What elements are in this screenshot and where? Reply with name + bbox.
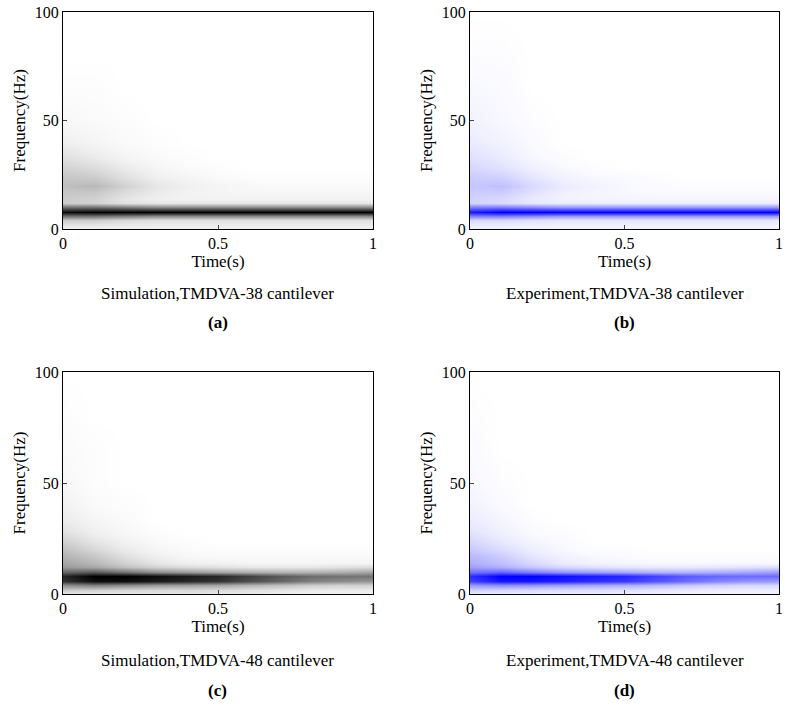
svg-text:0: 0	[458, 586, 466, 603]
svg-text:0.5: 0.5	[208, 235, 228, 252]
svg-text:1: 1	[369, 600, 377, 617]
svg-text:0.5: 0.5	[615, 235, 635, 252]
svg-text:(d): (d)	[614, 681, 635, 700]
svg-text:Time(s): Time(s)	[191, 252, 244, 271]
svg-text:0: 0	[59, 600, 67, 617]
svg-text:0.5: 0.5	[615, 600, 635, 617]
svg-text:Frequency(Hz): Frequency(Hz)	[10, 432, 29, 535]
svg-text:0: 0	[51, 586, 59, 603]
svg-text:1: 1	[775, 600, 783, 617]
svg-text:100: 100	[442, 364, 466, 381]
svg-text:50: 50	[43, 112, 59, 129]
svg-text:Time(s): Time(s)	[598, 617, 651, 636]
svg-text:100: 100	[442, 4, 466, 21]
svg-text:50: 50	[450, 475, 466, 492]
svg-text:Time(s): Time(s)	[598, 252, 651, 271]
svg-text:Simulation,TMDVA-38 cantilever: Simulation,TMDVA-38 cantilever	[101, 284, 334, 303]
svg-text:0: 0	[466, 235, 474, 252]
svg-text:Simulation,TMDVA-48 cantilever: Simulation,TMDVA-48 cantilever	[101, 651, 334, 670]
svg-text:Frequency(Hz): Frequency(Hz)	[10, 69, 29, 172]
svg-text:Time(s): Time(s)	[191, 617, 244, 636]
svg-text:50: 50	[450, 112, 466, 129]
svg-text:1: 1	[775, 235, 783, 252]
svg-text:100: 100	[35, 364, 59, 381]
svg-text:0: 0	[458, 221, 466, 238]
svg-text:0: 0	[466, 600, 474, 617]
svg-text:Frequency(Hz): Frequency(Hz)	[417, 69, 436, 172]
svg-text:0: 0	[51, 221, 59, 238]
svg-text:(a): (a)	[208, 313, 228, 332]
svg-text:Experiment,TMDVA-38 cantilever: Experiment,TMDVA-38 cantilever	[506, 284, 744, 303]
svg-text:Experiment,TMDVA-48 cantilever: Experiment,TMDVA-48 cantilever	[506, 651, 744, 670]
svg-text:100: 100	[35, 4, 59, 21]
svg-text:1: 1	[369, 235, 377, 252]
svg-text:0: 0	[59, 235, 67, 252]
svg-text:50: 50	[43, 475, 59, 492]
svg-text:(c): (c)	[208, 681, 227, 700]
svg-text:Frequency(Hz): Frequency(Hz)	[417, 432, 436, 535]
svg-text:(b): (b)	[614, 313, 635, 332]
svg-text:0.5: 0.5	[208, 600, 228, 617]
